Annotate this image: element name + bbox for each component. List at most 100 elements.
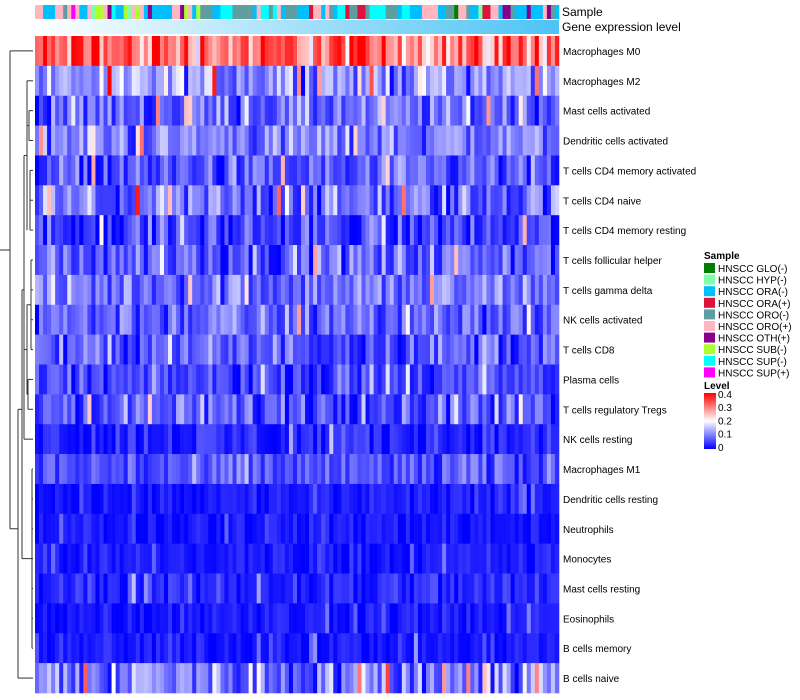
heatmap-cell xyxy=(466,394,471,425)
sample-annotation-cell xyxy=(59,5,64,19)
heatmap-cell xyxy=(393,513,399,544)
heatmap-cell xyxy=(204,65,209,97)
heatmap-cell xyxy=(83,274,88,306)
sample-annotation-cell xyxy=(196,5,201,19)
heatmap-cell xyxy=(486,125,491,156)
heatmap-cell xyxy=(163,215,169,246)
heatmap-cell xyxy=(216,65,221,97)
heatmap-cell xyxy=(87,215,92,246)
heatmap-cell xyxy=(446,483,451,515)
heatmap-cell xyxy=(345,633,350,664)
heatmap-cell xyxy=(349,65,354,97)
heatmap-cell xyxy=(530,36,536,67)
heatmap-cell xyxy=(188,573,193,604)
heatmap-cell xyxy=(301,603,306,634)
heatmap-cell xyxy=(51,573,56,604)
heatmap-cell xyxy=(264,304,270,335)
heatmap-cell xyxy=(159,364,165,395)
annotation-label-gene-expression: Gene expression level xyxy=(562,20,681,34)
heatmap-cell xyxy=(357,663,362,694)
heatmap-cell xyxy=(264,155,270,186)
heatmap-cell xyxy=(337,65,342,97)
heatmap-cell xyxy=(466,185,471,216)
heatmap-cell xyxy=(232,513,237,544)
heatmap-cell xyxy=(321,185,326,216)
heatmap-cell xyxy=(417,65,423,97)
heatmap-cell xyxy=(325,483,330,515)
row-label: NK cells resting xyxy=(563,435,632,446)
heatmap-cell xyxy=(75,483,80,515)
heatmap-cell xyxy=(228,36,233,67)
heatmap-cell xyxy=(39,36,44,67)
heatmap-cell xyxy=(450,663,455,694)
heatmap-cell xyxy=(172,483,177,515)
heatmap-cell xyxy=(301,513,306,544)
heatmap-cell xyxy=(397,95,403,126)
heatmap-cell xyxy=(542,304,548,335)
heatmap-cell xyxy=(309,185,314,216)
heatmap-cell xyxy=(530,155,536,186)
heatmap-cell xyxy=(123,125,129,156)
heatmap-cell xyxy=(361,603,366,634)
heatmap-cell xyxy=(208,364,213,395)
heatmap-cell xyxy=(51,274,56,306)
heatmap-cell xyxy=(184,185,189,216)
heatmap-cell xyxy=(75,394,80,425)
heatmap-cell xyxy=(276,573,282,604)
sample-annotation-cell xyxy=(111,5,116,19)
heatmap-cell xyxy=(297,334,302,365)
heatmap-cell xyxy=(115,633,120,664)
heatmap-cell xyxy=(147,185,153,216)
heatmap-cell xyxy=(446,215,451,246)
heatmap-cell xyxy=(494,543,499,574)
heatmap-cell xyxy=(458,274,463,306)
heatmap-cell xyxy=(43,274,48,306)
heatmap-cell xyxy=(59,513,64,544)
heatmap-cell xyxy=(522,304,528,335)
heatmap-cell xyxy=(365,185,370,216)
heatmap-cell xyxy=(413,65,419,97)
heatmap-cell xyxy=(458,573,463,604)
heatmap-cell xyxy=(91,215,96,246)
heatmap-cell xyxy=(373,454,378,485)
heatmap-cell xyxy=(103,65,108,97)
heatmap-cell xyxy=(103,543,108,574)
heatmap-cell xyxy=(139,155,145,186)
heatmap-cell xyxy=(87,334,92,365)
heatmap-cell xyxy=(176,633,181,664)
heatmap-cell xyxy=(486,513,491,544)
heatmap-cell xyxy=(272,603,278,634)
heatmap-cell xyxy=(200,274,205,306)
heatmap-cell xyxy=(341,573,346,604)
sample-annotation-cell xyxy=(99,5,104,19)
heatmap-cell xyxy=(103,95,108,126)
heatmap-cell xyxy=(208,304,213,335)
heatmap-cell xyxy=(486,155,491,186)
heatmap-cell xyxy=(397,424,403,455)
heatmap-cell xyxy=(365,424,370,455)
heatmap-cell xyxy=(333,36,338,67)
heatmap-cell xyxy=(79,454,84,485)
heatmap-cell xyxy=(462,185,467,216)
heatmap-cell xyxy=(546,543,552,574)
heatmap-cell xyxy=(526,454,532,485)
heatmap-cell xyxy=(514,603,519,634)
heatmap-cell xyxy=(83,125,88,156)
heatmap-cell xyxy=(466,424,471,455)
heatmap-cell xyxy=(188,274,193,306)
heatmap-cell xyxy=(442,185,447,216)
heatmap-cell xyxy=(288,483,294,515)
heatmap-cell xyxy=(248,454,253,485)
heatmap-cell xyxy=(522,334,528,365)
heatmap-cell xyxy=(288,95,294,126)
heatmap-cell xyxy=(139,65,145,97)
heatmap-cell xyxy=(276,245,282,276)
heatmap-cell xyxy=(506,65,511,97)
heatmap-cell xyxy=(438,274,443,306)
heatmap-cell xyxy=(35,633,40,664)
heatmap-cell xyxy=(470,36,475,67)
heatmap-cell xyxy=(490,394,495,425)
heatmap-cell xyxy=(39,513,44,544)
heatmap-cell xyxy=(280,215,286,246)
heatmap-cell xyxy=(280,454,286,485)
